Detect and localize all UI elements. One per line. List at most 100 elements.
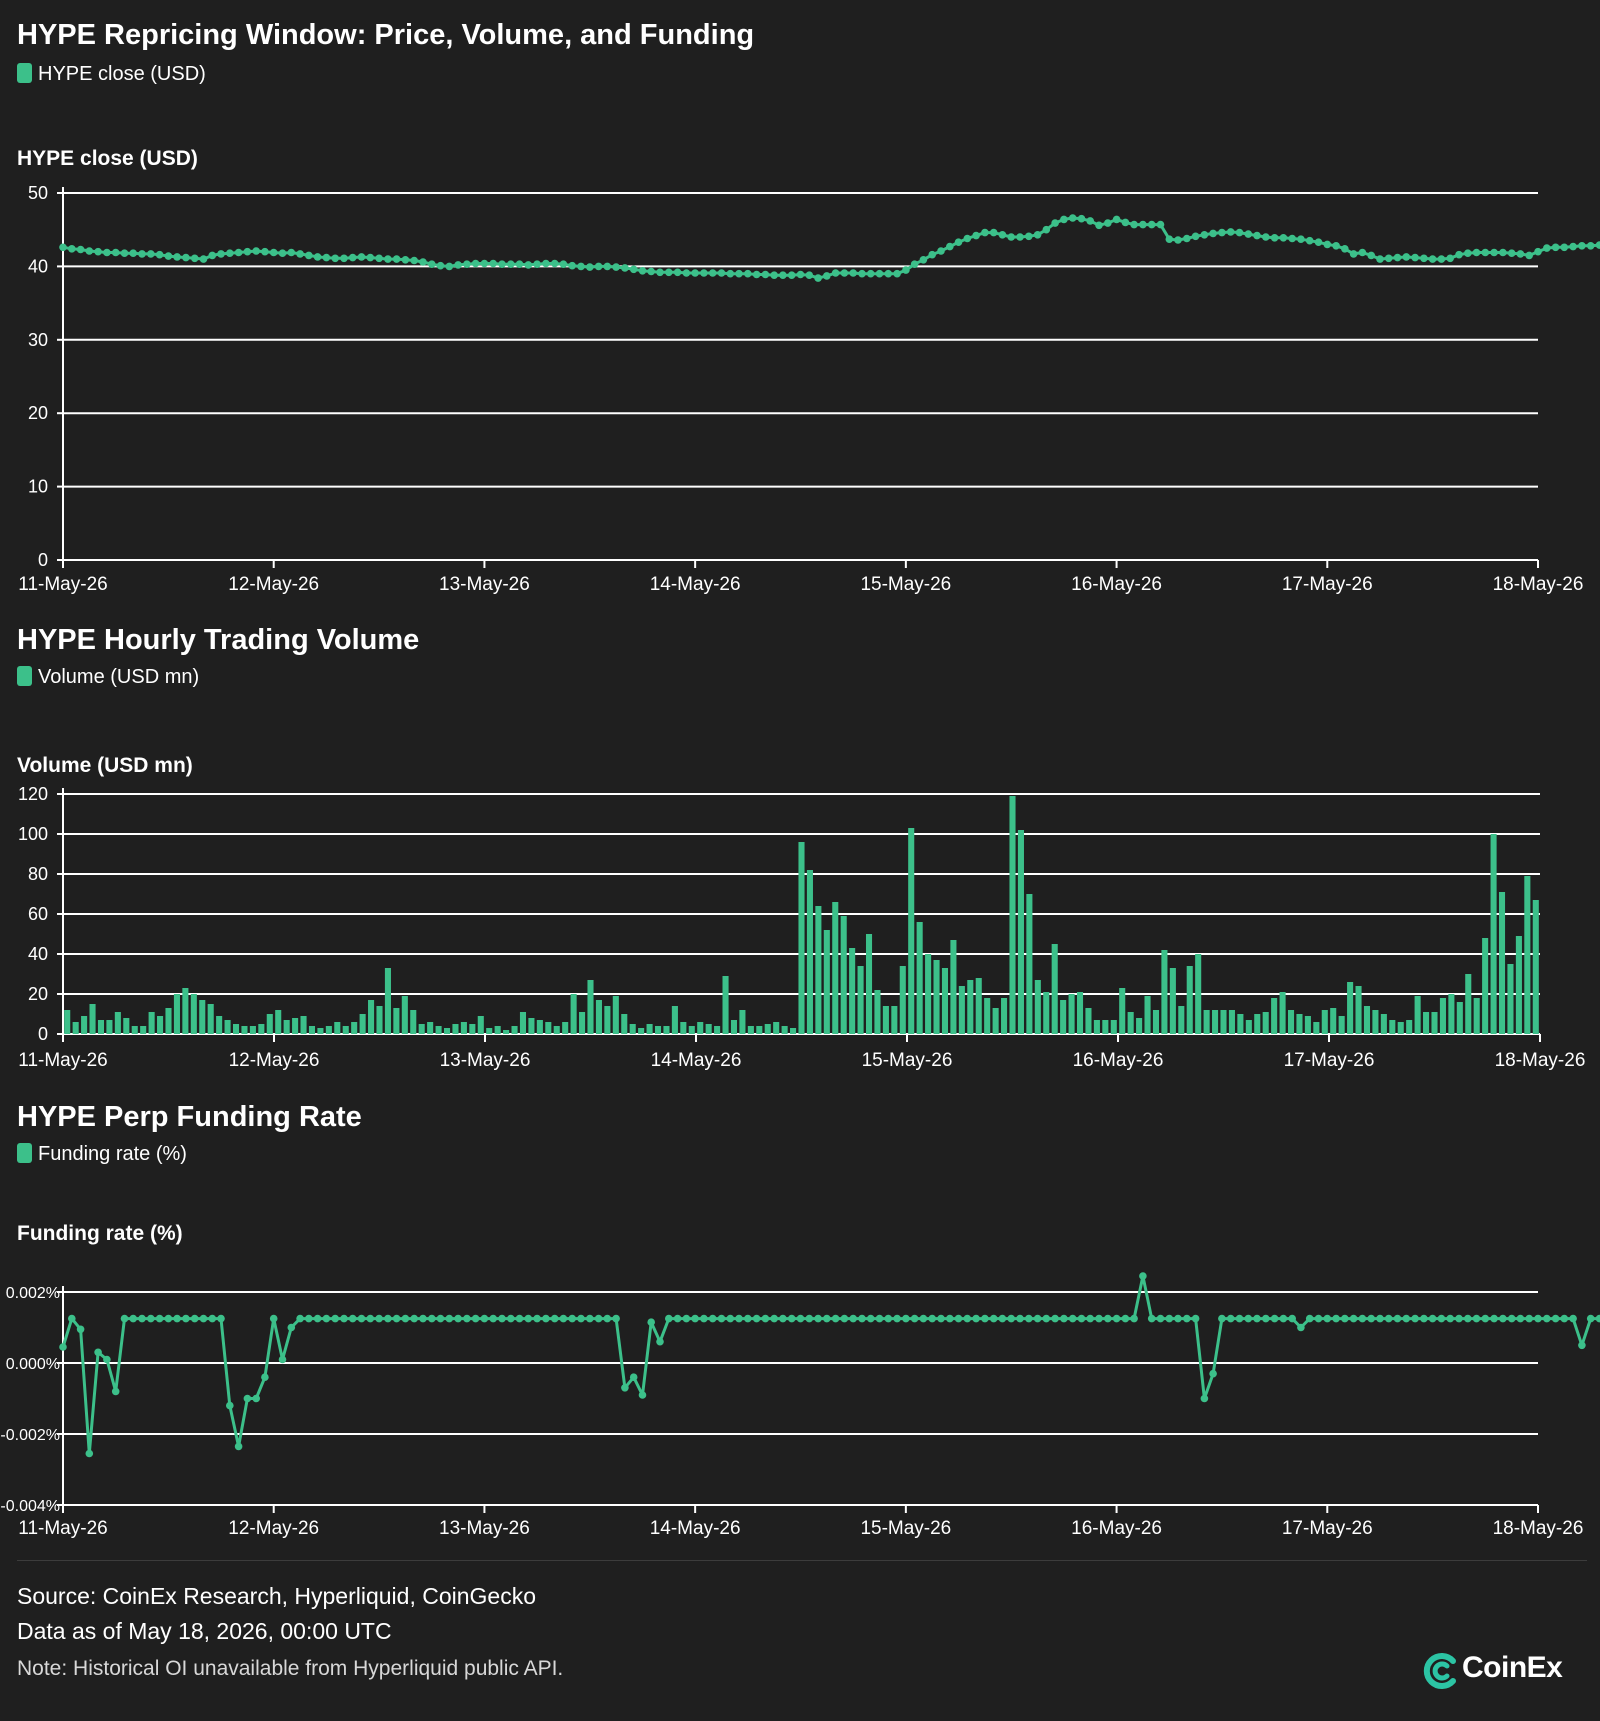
data-point [1042, 225, 1051, 234]
data-point [744, 1314, 752, 1323]
data-point [1086, 217, 1094, 225]
x-tick-label: 13-May-26 [439, 574, 530, 595]
y-tick-label: 0.002% [6, 1285, 60, 1302]
volume-bar [1060, 1000, 1067, 1034]
volume-bar [781, 1026, 788, 1034]
y-tick-label: -0.002% [0, 1427, 60, 1444]
volume-bar [941, 968, 949, 1034]
data-point [1332, 242, 1340, 250]
volume-bar [545, 1022, 552, 1034]
data-point [1446, 254, 1454, 263]
data-point [147, 1314, 155, 1323]
volume-bar [1498, 892, 1506, 1034]
data-point [533, 260, 541, 269]
volume-bar [1338, 1016, 1345, 1034]
data-point [1455, 1314, 1463, 1323]
volume-bar [849, 948, 856, 1034]
data-point [129, 1314, 137, 1323]
data-point [735, 269, 743, 278]
data-point [401, 255, 410, 264]
data-point [1288, 234, 1296, 243]
volume-bar [165, 1008, 172, 1034]
data-point [1279, 234, 1288, 242]
volume-bar [958, 986, 965, 1034]
data-point [1569, 1314, 1577, 1323]
volume-bar [832, 902, 839, 1034]
volume-bar [503, 1030, 510, 1034]
coinex-logo: CoinEx [1422, 1650, 1572, 1690]
volume-bar [1212, 1010, 1219, 1034]
volume-bar [1076, 992, 1084, 1034]
volume-bar [882, 1006, 889, 1034]
x-tick-label: 14-May-26 [651, 1050, 742, 1071]
y-tick-label: 80 [28, 864, 48, 884]
data-point [480, 1314, 489, 1323]
x-tick-label: 13-May-26 [439, 1518, 530, 1539]
data-point [1218, 228, 1226, 237]
volume-bar [1380, 1014, 1387, 1034]
data-point [120, 249, 129, 257]
data-point [849, 1314, 857, 1323]
volume-bar [1245, 1020, 1252, 1034]
data-point [498, 260, 506, 269]
data-point [1226, 228, 1235, 236]
y-tick-label: 20 [28, 403, 48, 423]
data-point [1165, 1314, 1174, 1323]
data-point [1200, 1394, 1209, 1403]
data-point [1341, 1314, 1349, 1323]
data-point [1305, 236, 1314, 245]
volume-bar [1110, 1020, 1117, 1034]
x-tick-label: 14-May-26 [650, 1518, 741, 1539]
data-point [691, 269, 699, 277]
volume-bar [89, 1004, 96, 1034]
y-tick-label: 100 [18, 824, 48, 844]
data-point [384, 255, 392, 263]
volume-bar [1389, 1020, 1396, 1034]
volume-bar [1152, 1010, 1160, 1034]
x-tick-label: 12-May-26 [228, 1518, 319, 1539]
data-point [805, 1314, 814, 1323]
volume-bar [342, 1026, 349, 1034]
volume-bar [300, 1016, 307, 1034]
data-point [1534, 247, 1542, 256]
data-point [612, 1314, 620, 1323]
volume-bar [730, 1020, 738, 1034]
data-point [981, 1314, 989, 1323]
volume-bar [334, 1022, 341, 1034]
data-point [1051, 219, 1059, 227]
data-point [656, 1337, 664, 1346]
data-point [480, 259, 489, 268]
legend-swatch [17, 1143, 32, 1163]
volume-bar [1026, 894, 1033, 1034]
data-point [1376, 1314, 1384, 1323]
data-point [1420, 254, 1428, 263]
data-point [542, 1314, 550, 1323]
volume-bar [1431, 1012, 1438, 1034]
data-point [998, 231, 1007, 239]
data-point [814, 274, 822, 282]
data-point [1393, 253, 1402, 262]
data-point [1525, 1314, 1533, 1323]
data-point [946, 1314, 954, 1323]
data-point [1472, 248, 1481, 257]
data-point [1428, 1314, 1437, 1323]
data-point [1560, 243, 1569, 252]
volume-bar [874, 990, 881, 1034]
volume-bar [1507, 964, 1514, 1034]
data-point [1174, 236, 1182, 244]
data-point [1253, 231, 1261, 240]
data-point [840, 1314, 849, 1323]
data-point [1516, 250, 1525, 258]
data-point [454, 1314, 462, 1323]
volume-bar [114, 1012, 121, 1034]
data-point [94, 247, 102, 256]
data-point [682, 269, 691, 277]
volume-bar [1439, 998, 1446, 1034]
data-point [296, 250, 304, 258]
data-point [1183, 1314, 1191, 1323]
data-point [937, 247, 945, 255]
data-point [1060, 1314, 1068, 1323]
data-point [76, 245, 85, 254]
data-point [884, 269, 893, 278]
volume-bar [933, 960, 940, 1034]
